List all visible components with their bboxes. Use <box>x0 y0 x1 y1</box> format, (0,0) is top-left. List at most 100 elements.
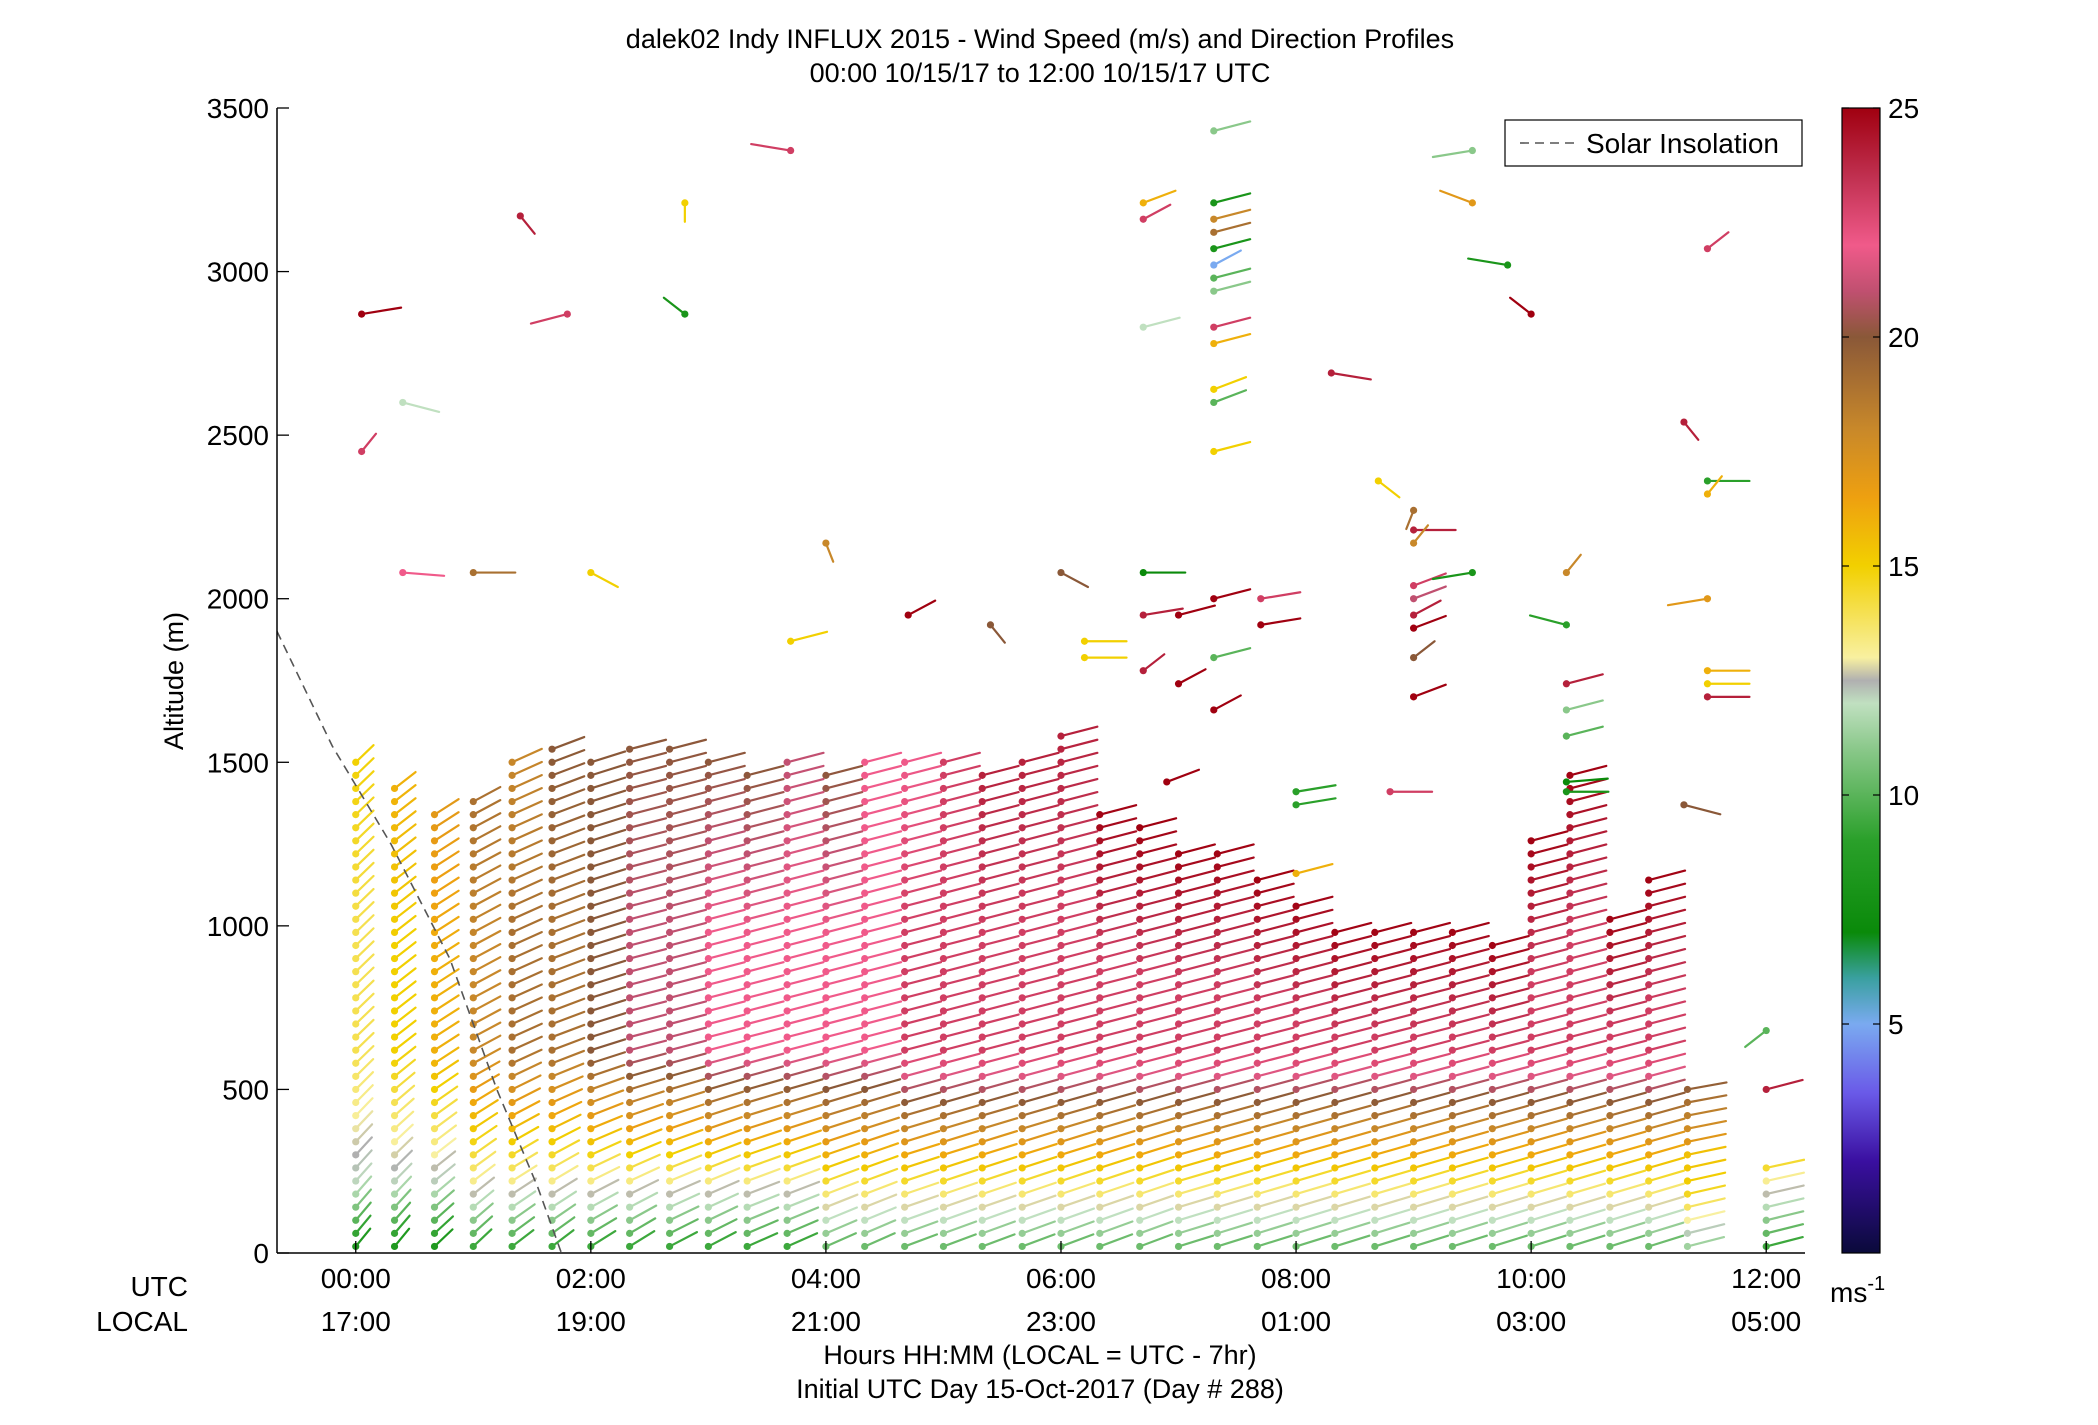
wind-barb <box>822 1052 864 1067</box>
wind-barb <box>904 599 937 619</box>
wind-barb <box>978 948 1020 963</box>
wind-barb <box>1096 1065 1137 1080</box>
wind-barb <box>1057 1194 1096 1211</box>
wind-barb <box>1096 1142 1136 1159</box>
wind-barb <box>587 1127 623 1146</box>
wind-barb <box>508 996 543 1015</box>
wind-barb <box>783 1039 825 1054</box>
wind-barb <box>743 856 785 871</box>
wind-barb <box>1645 1000 1687 1015</box>
wind-barb <box>1448 974 1490 989</box>
wind-barb <box>508 878 543 897</box>
wind-barb <box>1606 1078 1648 1094</box>
wind-barb <box>1018 921 1060 937</box>
wind-barb <box>1210 694 1242 714</box>
wind-barb <box>1174 974 1216 989</box>
wind-barb <box>508 1177 537 1198</box>
wind-barb <box>1213 1156 1254 1172</box>
wind-barb <box>352 783 375 806</box>
wind-barb <box>1527 1182 1568 1198</box>
wind-barb <box>1562 699 1604 714</box>
wind-barb <box>390 1149 413 1172</box>
wind-barb <box>978 908 1020 923</box>
wind-barb <box>1018 895 1060 910</box>
wind-barb <box>939 1065 981 1080</box>
wind-barb <box>352 914 375 937</box>
wind-barb <box>1057 1000 1099 1015</box>
wind-barb <box>508 931 543 950</box>
wind-barb <box>861 895 903 910</box>
wind-barb <box>822 974 864 989</box>
wind-barb <box>1645 882 1687 897</box>
wind-barb <box>1762 1197 1805 1211</box>
wind-barb <box>1488 1208 1529 1224</box>
wind-barb <box>861 1232 896 1251</box>
wind-barb <box>1409 961 1452 976</box>
wind-barb <box>939 921 981 937</box>
wind-barb <box>1174 1169 1215 1185</box>
wind-barb <box>1292 1143 1333 1159</box>
wind-barb <box>587 750 627 766</box>
wind-barb <box>587 1178 620 1198</box>
wind-barb <box>626 790 668 806</box>
wind-barb <box>430 1111 458 1133</box>
wind-barb <box>1566 1065 1608 1080</box>
wind-barb <box>1213 974 1255 989</box>
wind-barb <box>1566 1013 1608 1028</box>
x-tick-label-local: 23:00 <box>1026 1306 1096 1337</box>
wind-barb <box>978 790 1020 806</box>
wind-barb <box>1566 1143 1607 1159</box>
wind-barb <box>1606 1026 1648 1041</box>
wind-barb <box>822 1039 864 1054</box>
wind-barb <box>1566 1169 1607 1185</box>
wind-barb <box>352 796 375 819</box>
wind-barb <box>1331 921 1373 937</box>
wind-barb <box>822 1013 864 1028</box>
wind-barb <box>548 1229 575 1251</box>
wind-barb <box>939 777 981 793</box>
y-ticks: 0 500 1000 1500 2000 2500 3000 3500 <box>207 93 289 1269</box>
wind-barb <box>469 1060 501 1080</box>
wind-barb <box>750 142 795 155</box>
wind-barb <box>1566 1091 1607 1107</box>
wind-barb <box>508 813 543 832</box>
wind-barb <box>1606 1117 1647 1133</box>
wind-barb <box>1527 856 1569 871</box>
wind-barb <box>587 985 627 1002</box>
wind-barb <box>1292 1130 1333 1146</box>
wind-barb <box>704 777 746 793</box>
wind-barb <box>1174 1156 1215 1172</box>
wind-barb <box>1018 1207 1057 1224</box>
wind-barb <box>548 801 586 819</box>
wind-barb <box>939 1000 981 1015</box>
wind-barb <box>743 790 785 806</box>
wind-barb <box>548 1023 586 1041</box>
wind-barb <box>626 1179 660 1198</box>
wind-barb <box>1606 1182 1647 1198</box>
wind-barb <box>508 1216 536 1237</box>
wind-barb <box>587 1025 627 1041</box>
wind-barb <box>587 1102 624 1120</box>
wind-barb <box>548 1075 584 1094</box>
wind-barb <box>1448 1078 1490 1094</box>
wind-barb <box>1213 1078 1255 1094</box>
wind-barb <box>783 1142 822 1159</box>
wind-barb <box>822 843 864 858</box>
wind-barb <box>587 815 627 832</box>
wind-barb <box>430 798 460 819</box>
wind-barb <box>1409 1130 1451 1146</box>
wind-barb <box>390 967 417 989</box>
wind-barb <box>1606 1052 1648 1067</box>
wind-barb <box>1213 1052 1255 1067</box>
wind-barb <box>430 811 460 832</box>
wind-barb <box>548 866 586 884</box>
y-tick-label: 1000 <box>207 911 269 942</box>
wind-barb <box>665 1192 701 1211</box>
wind-barb <box>508 1009 543 1028</box>
wind-barb <box>1018 1039 1060 1054</box>
wind-barb <box>665 1026 708 1041</box>
wind-barb <box>1057 817 1099 832</box>
legend-entry-solar: Solar Insolation <box>1586 128 1779 159</box>
wind-barb <box>901 1194 940 1211</box>
wind-barb <box>352 1018 375 1041</box>
